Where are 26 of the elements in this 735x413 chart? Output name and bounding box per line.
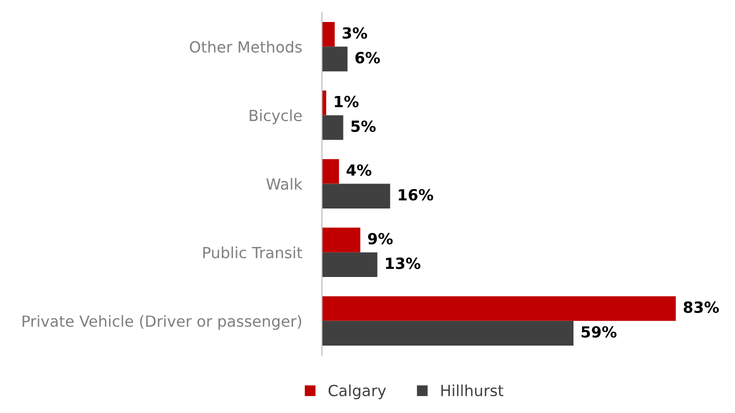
legend-label: Calgary <box>328 384 386 400</box>
data-label: 9% <box>368 232 393 244</box>
bar <box>322 252 378 278</box>
data-label: 83% <box>684 301 719 313</box>
y-tick-label: Other Methods <box>190 40 302 53</box>
bar <box>322 320 574 346</box>
data-label: 4% <box>346 164 372 176</box>
data-label: 13% <box>386 258 420 270</box>
data-label: 59% <box>582 326 617 338</box>
y-tick-label: Private Vehicle (Driver or passenger) <box>22 315 302 330</box>
bar <box>322 22 335 47</box>
data-label: 3% <box>342 27 368 39</box>
y-tick-label: Bicycle <box>250 109 302 124</box>
legend-label: Hillhurst <box>441 384 504 396</box>
data-label: 5% <box>351 120 376 132</box>
bar <box>322 115 344 140</box>
data-label: 6% <box>355 52 380 64</box>
data-label: 1% <box>334 96 359 108</box>
data-label: 16% <box>398 189 434 201</box>
y-tick-label: Walk <box>266 178 302 190</box>
bar <box>322 296 676 321</box>
bar <box>322 228 360 252</box>
bar <box>322 159 339 184</box>
bar <box>322 46 348 72</box>
y-tick-label: Public Transit <box>203 246 302 258</box>
bar <box>322 184 390 208</box>
